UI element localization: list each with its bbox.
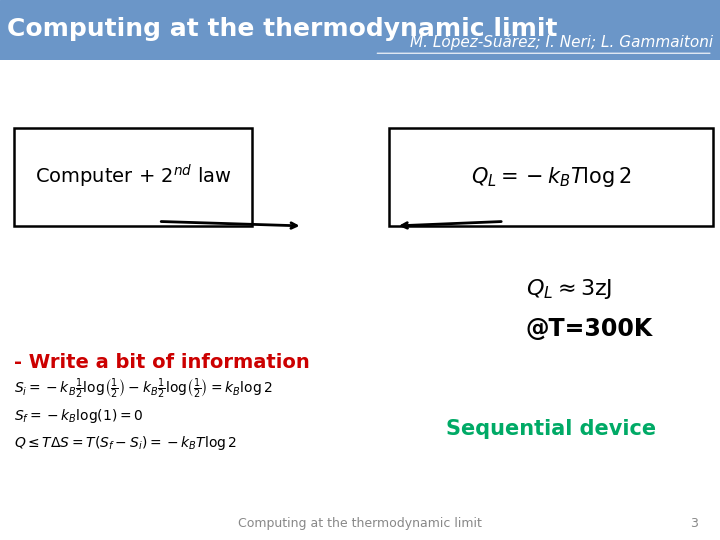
Text: $S_i = -k_B \frac{1}{2}\log\!\left(\frac{1}{2}\right) - k_B \frac{1}{2}\log\!\le: $S_i = -k_B \frac{1}{2}\log\!\left(\frac… — [14, 377, 273, 401]
Text: $Q_L = -k_B T \log 2$: $Q_L = -k_B T \log 2$ — [471, 165, 631, 189]
Text: @T=300K: @T=300K — [526, 317, 653, 341]
FancyBboxPatch shape — [389, 127, 713, 226]
Text: - Write a bit of information: - Write a bit of information — [14, 353, 310, 372]
Text: 3: 3 — [690, 517, 698, 530]
Text: $S_f = -k_B \log(1) = 0$: $S_f = -k_B \log(1) = 0$ — [14, 407, 144, 425]
Text: M. López-Suárez; I. Neri; L. Gammaitoni: M. López-Suárez; I. Neri; L. Gammaitoni — [410, 33, 713, 50]
Text: $Q_L \approx 3\mathrm{zJ}$: $Q_L \approx 3\mathrm{zJ}$ — [526, 276, 612, 301]
Text: Computing at the thermodynamic limit: Computing at the thermodynamic limit — [7, 17, 558, 41]
FancyBboxPatch shape — [14, 127, 252, 226]
Text: Computing at the thermodynamic limit: Computing at the thermodynamic limit — [238, 517, 482, 530]
Text: $Q \leq T\Delta S = T(S_f - S_i) = -k_B T \log 2$: $Q \leq T\Delta S = T(S_f - S_i) = -k_B … — [14, 434, 238, 452]
Text: Sequential device: Sequential device — [446, 420, 657, 440]
Text: Computer + 2$^{nd}$ law: Computer + 2$^{nd}$ law — [35, 163, 232, 190]
